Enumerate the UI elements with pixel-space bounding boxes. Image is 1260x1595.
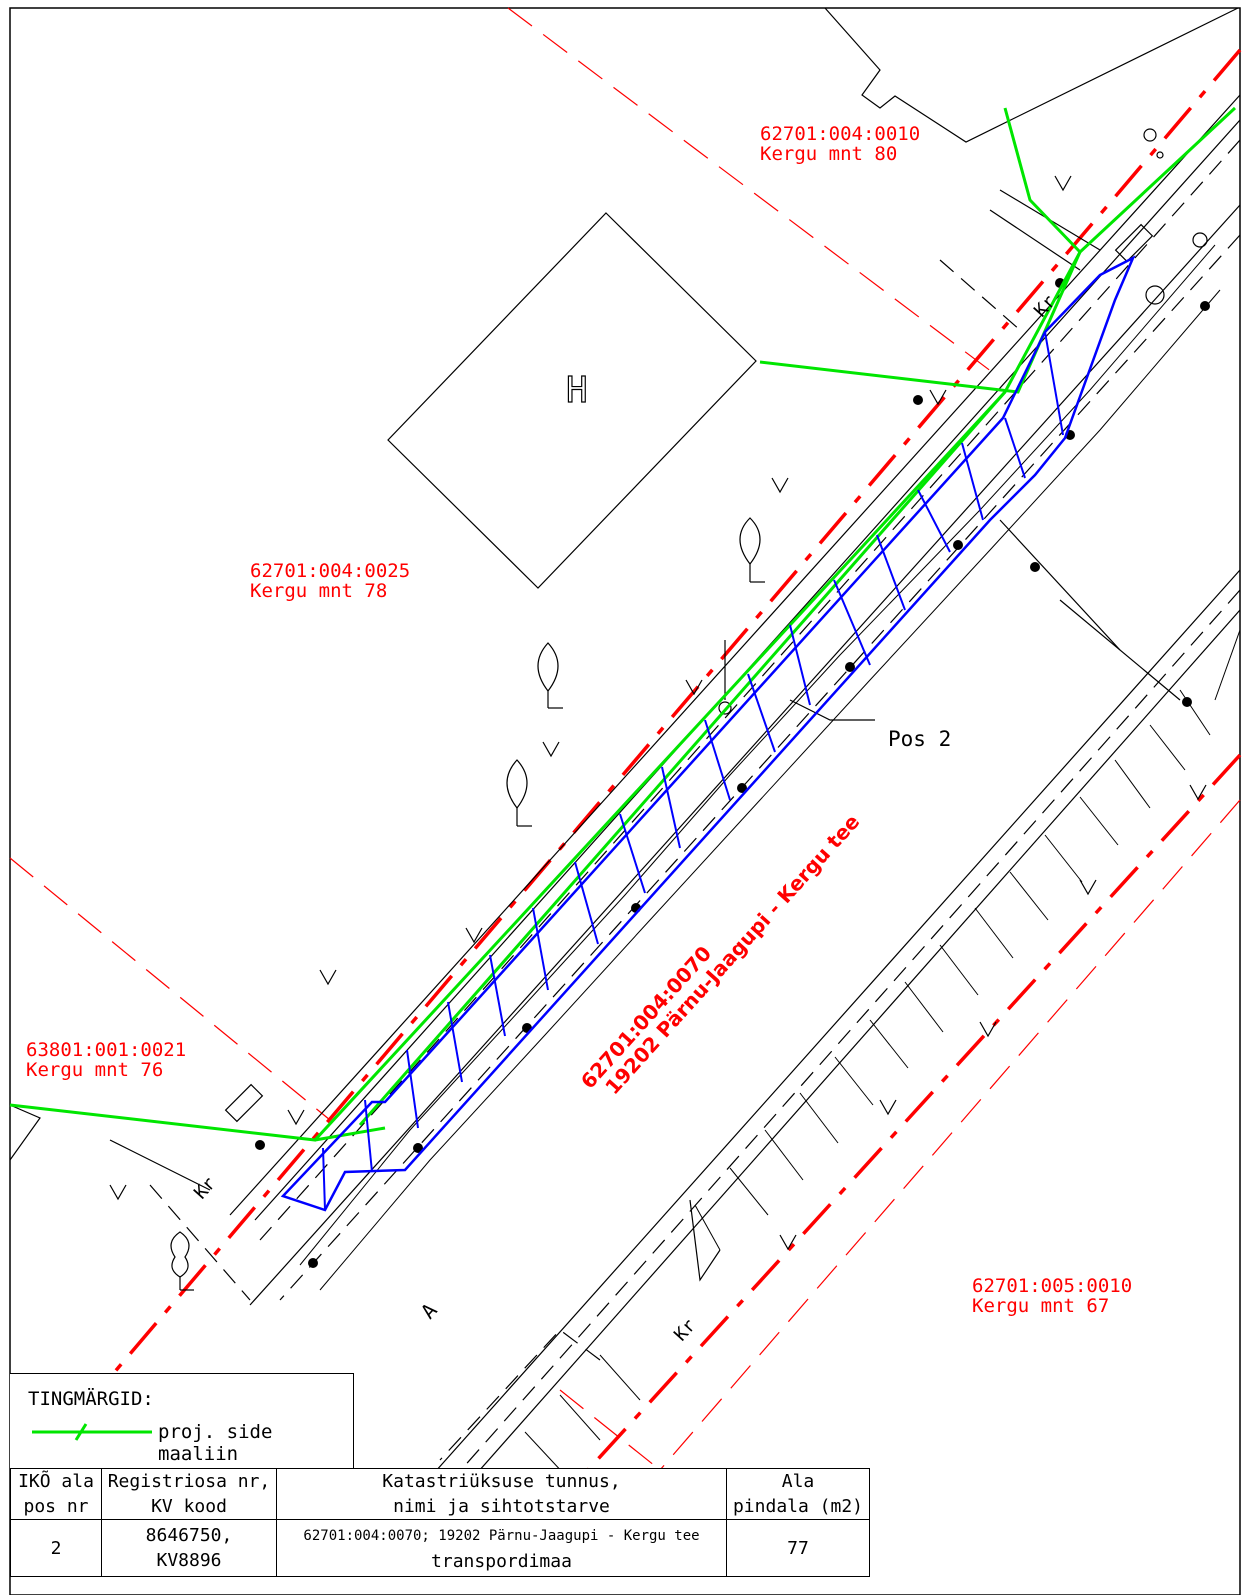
building-h-label: H <box>566 370 588 411</box>
legend: TINGMÄRGID: proj. side maaliin <box>10 1373 354 1470</box>
building-left <box>9 1104 41 1161</box>
parcel-id-label: 62701:004:0010 <box>760 123 920 145</box>
projected-cable <box>9 106 1237 1142</box>
legend-cable-symbol <box>32 1423 152 1441</box>
building-outline <box>387 212 757 589</box>
building-top-right <box>824 7 1239 143</box>
parcel-name-label: Kergu mnt 67 <box>972 1295 1109 1317</box>
header-reg: Registriosa nr, KV kood <box>101 1468 277 1520</box>
parcel-boundaries <box>9 7 1241 1471</box>
parcel-id-label: 62701:004:0025 <box>250 560 410 582</box>
road-name-label: 19202 Pärnu-Jaagupi - Kergu tee <box>600 810 864 1100</box>
easement-area <box>280 255 1136 1212</box>
table-row: 2 8646750, KV8896 62701:004:0070; 19202 P… <box>10 1519 870 1577</box>
table-header-row: IKÕ ala pos nr Registriosa nr, KV kood Kat… <box>10 1468 870 1520</box>
kr-label: Kr <box>190 1173 220 1203</box>
info-table: IKÕ ala pos nr Registriosa nr, KV kood Kat… <box>10 1468 870 1577</box>
parcel-name-label: Kergu mnt 78 <box>250 580 387 602</box>
existing-cable <box>299 244 1221 1291</box>
area-mark-label: A <box>416 1298 442 1323</box>
parcel-labels: 62701:004:0010 Kergu mnt 80 62701:004:00… <box>26 123 1132 1317</box>
legend-item-label: proj. side maaliin <box>158 1421 273 1465</box>
cell-pos: 2 <box>10 1519 102 1577</box>
parcel-id-label: 62701:005:0010 <box>972 1275 1132 1297</box>
map-frame <box>9 7 1241 1595</box>
cell-reg: 8646750, KV8896 <box>101 1519 277 1577</box>
cell-area: 77 <box>726 1519 870 1577</box>
cell-cadastre: 62701:004:0070; 19202 Pärnu-Jaagupi - Ke… <box>276 1519 727 1577</box>
kr-label: Kr <box>670 1315 700 1345</box>
parcel-id-label: 63801:001:0021 <box>26 1039 186 1061</box>
header-area: Ala pindala (m2) <box>726 1468 870 1520</box>
tree-symbol <box>739 517 761 565</box>
road-id-label: 62701:004:0070 <box>576 941 716 1093</box>
header-cadastre: Katastriüksuse tunnus, nimi ja sihtotstar… <box>276 1468 727 1520</box>
pos-label: Pos 2 <box>888 727 951 751</box>
legend-title: TINGMÄRGID: <box>28 1388 154 1410</box>
parcel-name-label: Kergu mnt 80 <box>760 143 897 165</box>
header-pos: IKÕ ala pos nr <box>10 1468 102 1520</box>
parcel-name-label: Kergu mnt 76 <box>26 1059 163 1081</box>
road-reserve-boundary <box>93 48 1242 1472</box>
topography <box>9 7 1241 1516</box>
